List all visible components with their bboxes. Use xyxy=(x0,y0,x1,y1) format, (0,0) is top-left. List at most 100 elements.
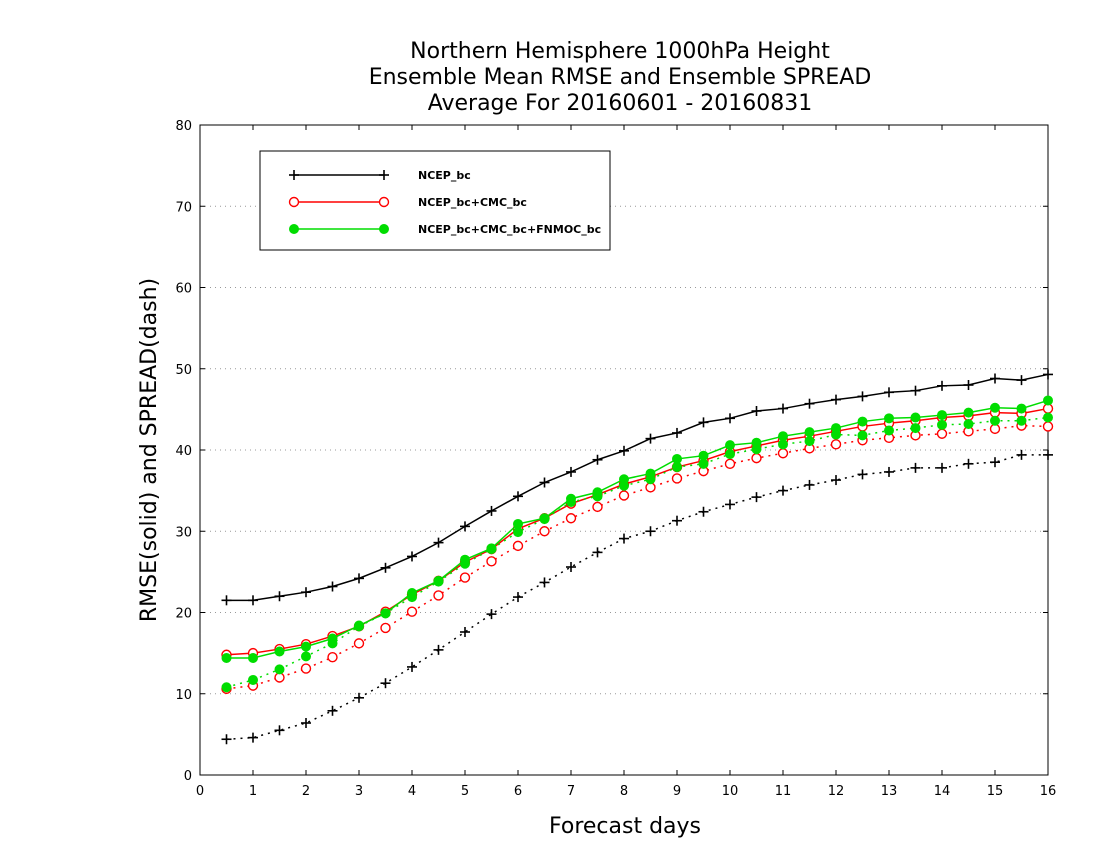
series-0-spread-point xyxy=(539,577,550,588)
x-tick-label: 1 xyxy=(249,784,257,799)
series-0-rmse-point xyxy=(963,380,974,390)
series-2-spread-line xyxy=(226,416,1049,688)
series-2-rmse-point xyxy=(354,620,364,631)
series-2-rmse-point xyxy=(248,653,258,663)
x-tick-label: 6 xyxy=(514,784,522,799)
series-1-spread-point xyxy=(777,448,789,459)
series-0-rmse-point xyxy=(592,454,603,465)
series-2-rmse-point xyxy=(539,513,550,524)
series-2-rmse-point xyxy=(857,416,868,427)
series-0-rmse-point xyxy=(937,380,947,391)
series-0-spread-point xyxy=(990,457,1000,468)
series-2-rmse-point xyxy=(1043,395,1053,406)
series-2-rmse-point xyxy=(751,437,762,448)
series-0-spread-point xyxy=(301,718,311,728)
series-2-rmse-point xyxy=(804,427,815,438)
series-0-spread-point xyxy=(778,485,788,496)
x-tick-label: 0 xyxy=(196,784,204,799)
series-1-spread-point xyxy=(539,526,550,537)
series-0-spread-point xyxy=(380,678,391,689)
series-2-spread-point xyxy=(1016,415,1027,426)
x-tick-label: 5 xyxy=(461,784,469,799)
series-2-spread-point xyxy=(248,674,258,685)
series-0-rmse-point xyxy=(486,505,497,516)
series-0-rmse-point xyxy=(857,391,868,402)
series-0-rmse-point xyxy=(990,373,1000,384)
x-tick-label: 14 xyxy=(934,784,951,799)
y-tick-label: 60 xyxy=(175,282,192,297)
series-1-spread-point xyxy=(327,651,338,663)
series-0-spread-point xyxy=(884,466,894,477)
series-0-spread-point xyxy=(804,479,815,490)
series-2-rmse-point xyxy=(486,543,497,554)
series-0-spread-point xyxy=(619,533,629,544)
series-0-spread-point xyxy=(407,661,417,672)
series-1-spread-point xyxy=(353,638,365,649)
legend-label: NCEP_bc+CMC_bc xyxy=(418,196,527,209)
series-0-spread-point xyxy=(857,469,868,480)
chart-title-line-3: Average For 20160601 - 20160831 xyxy=(428,91,813,116)
series-0-spread-point xyxy=(513,592,523,603)
series-2-spread-point xyxy=(857,430,868,441)
series-2-spread-point xyxy=(963,419,974,429)
series-0-spread-point xyxy=(486,609,497,620)
series-2-rmse-point xyxy=(698,450,709,461)
series-1-spread-point xyxy=(751,452,762,464)
series-0-rmse-point xyxy=(698,417,709,428)
series-0-rmse-point xyxy=(725,413,735,424)
legend-marker-start xyxy=(289,224,299,234)
series-2-spread-point xyxy=(804,436,815,447)
series-2-rmse-point xyxy=(380,608,391,619)
y-tick-label: 20 xyxy=(175,607,192,622)
series-2-rmse-line xyxy=(226,399,1049,659)
series-2-spread-point xyxy=(910,423,921,434)
series-0-rmse-point xyxy=(221,595,232,606)
y-tick-label: 40 xyxy=(175,444,192,459)
series-2-rmse-point xyxy=(460,554,470,565)
x-tick-label: 4 xyxy=(408,784,416,799)
series-0-spread-point xyxy=(645,526,656,537)
series-0-spread-point xyxy=(354,692,364,703)
x-tick-label: 10 xyxy=(722,784,739,799)
series-0-rmse-point xyxy=(619,445,629,456)
series-1-spread-point xyxy=(671,473,683,484)
series-0-spread-point xyxy=(672,515,682,526)
chart-title-line-1: Northern Hemisphere 1000hPa Height xyxy=(410,39,830,64)
x-tick-label: 16 xyxy=(1040,784,1057,799)
series-0-rmse-point xyxy=(1016,375,1027,386)
series-2-rmse-point xyxy=(910,412,921,423)
series-0-rmse-point xyxy=(1043,369,1053,380)
series-2-spread-point xyxy=(274,664,285,675)
series-0-rmse-point xyxy=(831,394,841,405)
series-2-rmse-point xyxy=(221,653,232,663)
x-tick-label: 2 xyxy=(302,784,310,799)
series-2-rmse-point xyxy=(778,431,788,442)
series-2-rmse-point xyxy=(301,641,311,652)
series-1-spread-point xyxy=(830,439,842,450)
series-2-spread-point xyxy=(301,651,311,662)
legend-label: NCEP_bc xyxy=(418,169,471,182)
series-0-spread-point xyxy=(274,725,285,736)
series-0-spread-point xyxy=(725,499,735,510)
series-2-rmse-point xyxy=(1016,403,1027,414)
series-1-spread-point xyxy=(618,490,630,501)
series-2-spread-point xyxy=(937,419,947,430)
series-2-rmse-point xyxy=(937,410,947,421)
series-0-spread-point xyxy=(221,734,232,745)
series-1-spread-point xyxy=(936,428,948,439)
series-0-rmse-point xyxy=(248,595,258,606)
series-0-spread-point xyxy=(248,732,258,743)
series-0-rmse-point xyxy=(778,403,788,414)
x-tick-label: 12 xyxy=(828,784,845,799)
series-0-rmse-point xyxy=(539,477,550,488)
series-2-spread-point xyxy=(1043,412,1053,423)
series-2-rmse-point xyxy=(274,646,285,657)
series-0-spread-point xyxy=(460,627,470,637)
series-1-spread-point xyxy=(433,590,444,601)
series-2-spread-point xyxy=(990,415,1000,426)
series-0-spread-point xyxy=(751,492,762,503)
x-tick-label: 3 xyxy=(355,784,363,799)
y-axis-label: RMSE(solid) and SPREAD(dash) xyxy=(137,278,162,622)
